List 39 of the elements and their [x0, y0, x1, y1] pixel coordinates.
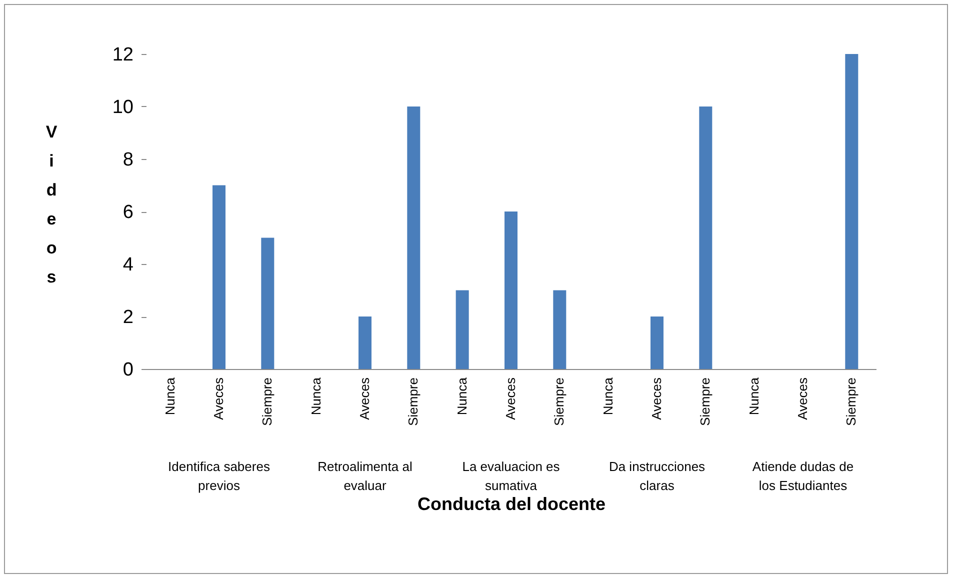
y-tick-label: 2 — [122, 307, 134, 328]
x-tick-label: Siempre — [260, 378, 275, 426]
y-axis-title: Videos — [46, 122, 58, 286]
bar — [650, 316, 664, 369]
x-tick-label: Aveces — [503, 377, 518, 420]
y-tick-label: 4 — [122, 254, 134, 276]
x-tick-label: Aveces — [795, 377, 810, 420]
text: Identifica saberes previos — [168, 459, 270, 493]
bar — [358, 316, 372, 369]
bar — [845, 54, 858, 369]
bar — [407, 106, 420, 369]
x-tick-label: Aveces — [357, 377, 372, 420]
x-tick-label: Aveces — [211, 377, 226, 420]
y-tick-label: 12 — [112, 44, 134, 66]
x-tick-label: Aveces — [649, 377, 664, 420]
x-tick-label: Nunca — [600, 376, 616, 416]
bar — [261, 238, 274, 369]
x-tick-label: Siempre — [552, 378, 567, 426]
bar — [504, 212, 518, 369]
x-tick-label: Siempre — [698, 378, 713, 426]
bar — [553, 290, 566, 369]
bar — [699, 106, 712, 369]
text: La evaluacion es sumativa — [462, 459, 560, 493]
y-tick-label: 6 — [122, 202, 134, 223]
x-tick-label: Siempre — [844, 378, 859, 426]
y-tick-label: 10 — [112, 97, 134, 118]
bar — [212, 185, 226, 369]
x-tick-label: Nunca — [454, 376, 470, 416]
x-tick-label: Nunca — [162, 376, 178, 416]
x-axis-title: Conducta del docente — [417, 494, 606, 514]
text: Da instrucciones claras — [608, 459, 706, 493]
text: Retroalimenta al evaluar — [318, 459, 412, 493]
y-tick-label: 0 — [122, 360, 134, 380]
bar — [456, 290, 469, 369]
y-tick-label: 8 — [122, 150, 134, 170]
text: Atiende dudas de los Estudiantes — [752, 459, 854, 493]
x-tick-label: Nunca — [308, 376, 324, 416]
x-tick-label: Nunca — [746, 376, 762, 416]
x-tick-label: Siempre — [406, 378, 421, 426]
